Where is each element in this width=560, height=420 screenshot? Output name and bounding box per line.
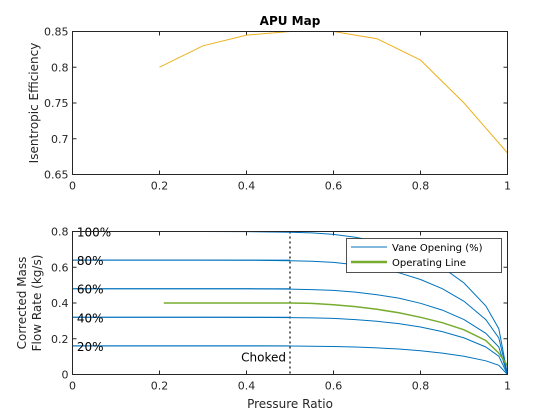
efficiency-x-tick-label: 0 [69,180,76,193]
efficiency-x-tick-label: 0.8 [412,180,430,193]
efficiency-y-tick-label: 0.65 [44,169,69,182]
efficiency-tick-labels: 0 0.2 0.4 0.6 0.8 1 0.65 0.7 0.75 0.8 0.85 [44,26,511,193]
flow-x-tick-label: 1 [504,380,511,393]
flow-plot-box [72,231,508,375]
flow-map-axes: 100% 80% 60% 40% 20% Choked 0 0.2 0.4 0.6 0.8 1 0 0.… [15,226,511,412]
efficiency-x-tick-label: 0.6 [325,180,343,193]
vane-curve-label: 80% [77,254,104,268]
flow-y-tick-label: 0.8 [51,226,69,239]
flow-y-tick-label: 0 [62,369,69,382]
legend: Vane Opening (%) Operating Line [346,238,502,273]
flow-y-tick-label: 0.4 [51,297,69,310]
efficiency-y-tick-label: 0.75 [44,97,69,110]
vane-curve-label: 100% [77,226,111,240]
flow-x-tick-label: 0 [69,380,76,393]
chart-title: APU Map [260,14,321,28]
flow-map-tick-labels: 0 0.2 0.4 0.6 0.8 1 0 0.2 0.4 0.6 0.8 [51,226,511,393]
flow-x-axis-label: Pressure Ratio [247,397,333,411]
choke-label: Choked [241,351,286,365]
vane-curve-label: 60% [77,283,104,297]
legend-vane-label: Vane Opening (%) [392,243,483,254]
efficiency-y-axis-label: Isentropic Efficiency [27,43,41,164]
efficiency-x-tick-label: 0.4 [238,180,256,193]
flow-y-axis-label: Corrected Mass Flow Rate (kg/s) [15,255,44,352]
flow-y-tick-label: 0.2 [51,333,69,346]
flow-y-tick-label: 0.6 [51,261,69,274]
flow-x-tick-label: 0.6 [325,380,343,393]
flow-x-tick-label: 0.2 [151,380,169,393]
efficiency-plot-box [72,31,508,175]
vane-curve-label: 40% [77,311,104,325]
flow-y-axis-label-line-1: Corrected Mass [15,257,29,350]
vane-curve-label: 20% [77,340,104,354]
legend-operating-label: Operating Line [392,258,466,269]
flow-x-tick-label: 0.8 [412,380,430,393]
legend-box [346,238,502,273]
efficiency-y-tick-label: 0.8 [51,61,69,74]
efficiency-axes: APU Map Isentropic Efficiency 0 0.2 0.4 0.6… [27,14,511,193]
efficiency-y-tick-label: 0.85 [44,26,69,39]
efficiency-x-tick-label: 0.2 [151,180,169,193]
flow-y-axis-label-line-2: Flow Rate (kg/s) [30,255,44,352]
flow-x-tick-label: 0.4 [238,380,256,393]
operating-line [163,302,509,367]
efficiency-x-tick-label: 1 [504,180,511,193]
efficiency-y-tick-label: 0.7 [51,133,69,146]
